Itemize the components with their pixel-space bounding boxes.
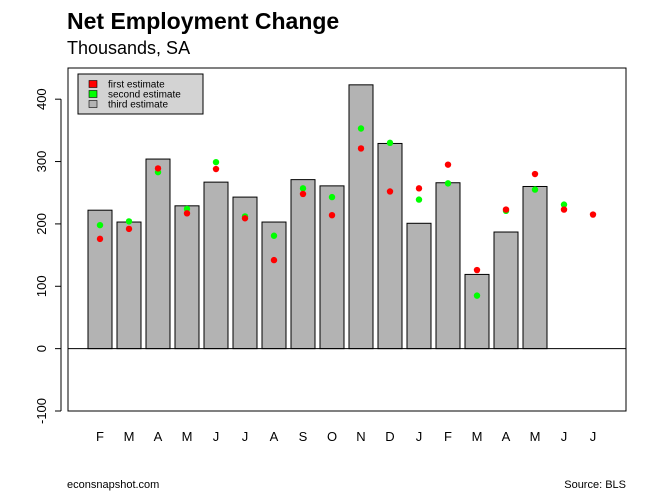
second-estimate-point-1 [125, 218, 133, 225]
x-tick-label: J [590, 429, 597, 444]
first-estimate-point-4 [212, 165, 220, 173]
x-tick-label: J [213, 429, 220, 444]
first-estimate-point-14 [502, 206, 510, 213]
x-tick-label: M [124, 429, 135, 444]
second-estimate-point-15 [531, 186, 539, 193]
first-estimate-point-7 [299, 190, 307, 198]
x-tick-label: M [530, 429, 541, 444]
second-estimate-point-0 [96, 221, 104, 229]
y-axis: -100 0 100 200 300 400 [34, 88, 62, 424]
footer-site: econsnapshot.com [67, 479, 160, 491]
x-tick-label: F [96, 429, 104, 444]
first-estimate-point-11 [415, 185, 423, 192]
bar-15 [522, 185, 548, 350]
x-tick-label: J [242, 429, 249, 444]
second-estimate-point-16 [560, 201, 568, 208]
bar-14 [493, 231, 519, 350]
first-estimate-point-6 [270, 256, 278, 264]
second-estimate-point-10 [386, 139, 394, 147]
x-tick-label: A [270, 429, 279, 444]
x-tick-label: M [472, 429, 483, 444]
x-tick-label: A [502, 429, 511, 444]
bar-13 [464, 273, 490, 350]
bar-6 [261, 221, 287, 350]
first-estimate-point-5 [241, 215, 249, 222]
bar-11 [406, 222, 432, 350]
legend-swatch-0 [88, 80, 98, 88]
bar-0 [87, 209, 113, 350]
x-tick-label: A [154, 429, 163, 444]
x-tick-label: O [327, 429, 337, 444]
y-tick-label: -100 [34, 398, 49, 424]
bar-layer [87, 84, 548, 350]
first-estimate-point-16 [560, 206, 568, 213]
legend-swatch-1 [88, 90, 98, 98]
second-estimate-point-7 [299, 185, 307, 192]
second-estimate-point-11 [415, 196, 423, 203]
second-estimate-point-4 [212, 158, 220, 166]
second-estimate-point-6 [270, 232, 278, 239]
footer-source: Source: BLS [564, 479, 626, 491]
bar-9 [348, 84, 374, 350]
x-tick-label: D [385, 429, 394, 444]
second-estimate-point-8 [328, 193, 336, 201]
first-estimate-points [96, 145, 597, 274]
x-tick-label: J [416, 429, 423, 444]
bar-3 [174, 205, 200, 350]
x-tick-label: M [182, 429, 193, 444]
chart-title: Net Employment Change [67, 8, 340, 34]
y-tick-label: 200 [34, 213, 49, 235]
first-estimate-point-3 [183, 210, 191, 217]
legend-swatch-2 [88, 100, 98, 108]
bar-8 [319, 185, 345, 350]
legend-box [77, 73, 204, 115]
bar-10 [377, 142, 403, 350]
bar-2 [145, 158, 171, 350]
legend-label-2: third estimate [108, 100, 168, 111]
second-estimate-point-9 [357, 125, 365, 132]
x-tick-label: F [444, 429, 452, 444]
second-estimate-point-12 [444, 180, 452, 187]
first-estimate-point-17 [589, 211, 597, 218]
x-tick-label: N [356, 429, 365, 444]
bar-4 [203, 181, 229, 350]
first-estimate-point-15 [531, 170, 539, 178]
x-tick-label: S [299, 429, 308, 444]
first-estimate-point-12 [444, 161, 452, 168]
first-estimate-point-9 [357, 145, 365, 152]
y-tick-label: 300 [34, 151, 49, 173]
y-tick-label: 400 [34, 88, 49, 110]
bar-1 [116, 221, 142, 350]
bar-7 [290, 179, 316, 350]
first-estimate-point-0 [96, 235, 104, 243]
plot-frame [67, 67, 627, 412]
y-tick-label: 100 [34, 275, 49, 297]
bar-12 [435, 182, 461, 350]
bar-5 [232, 196, 258, 350]
chart-subtitle: Thousands, SA [67, 38, 191, 58]
y-tick-label: 0 [34, 345, 49, 352]
x-tick-label: J [561, 429, 568, 444]
legend-label-0: first estimate [108, 80, 165, 91]
first-estimate-point-8 [328, 211, 336, 219]
second-estimate-point-13 [473, 292, 481, 299]
first-estimate-point-10 [386, 188, 394, 195]
first-estimate-point-1 [125, 225, 133, 233]
first-estimate-point-2 [154, 165, 162, 172]
legend-label-1: second estimate [108, 90, 181, 101]
first-estimate-point-13 [473, 266, 481, 274]
